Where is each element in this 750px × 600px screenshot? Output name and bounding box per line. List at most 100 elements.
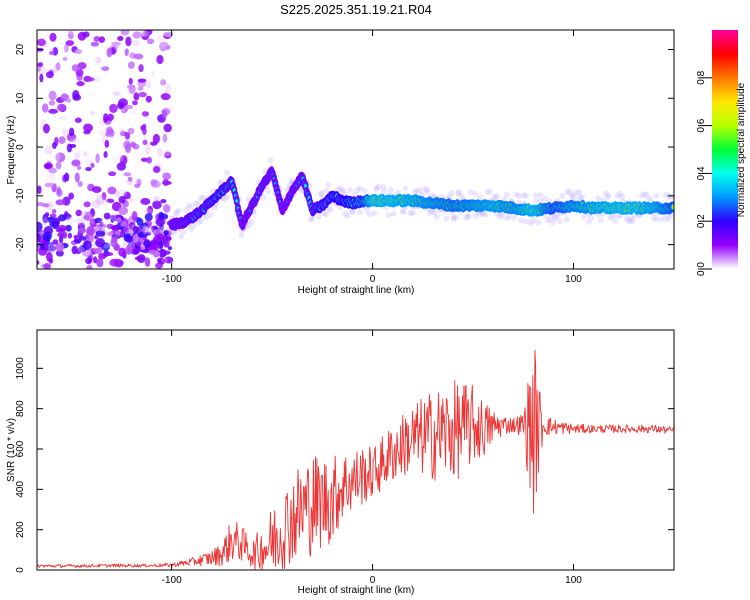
heatmap-cell: [412, 188, 419, 195]
heatmap-cell: [494, 193, 501, 200]
heatmap-cell: [156, 34, 165, 44]
heatmap-cell: [123, 172, 132, 177]
heatmap-cell: [202, 214, 209, 221]
heatmap-cell: [578, 194, 585, 201]
heatmap-cell: [107, 113, 114, 121]
heatmap-cell: [111, 41, 121, 46]
heatmap-cell: [118, 206, 128, 215]
heatmap-cell: [245, 221, 252, 228]
heatmap-cell: [75, 209, 82, 217]
heatmap-cell: [260, 194, 267, 201]
heatmap-cell: [77, 246, 85, 252]
heatmap-cell: [99, 221, 104, 228]
heatmap-cell: [612, 218, 619, 225]
heatmap-cell: [267, 157, 274, 164]
heatmap-cell: [113, 191, 120, 200]
heatmap-cell: [477, 194, 484, 201]
heatmap-cell: [122, 227, 128, 233]
heatmap-cell: [607, 214, 614, 221]
heatmap-cell: [95, 194, 105, 205]
heatmap-cell: [571, 193, 578, 200]
heatmap-cell: [371, 210, 378, 217]
heatmap-cell: [68, 127, 75, 137]
heatmap-cell: [76, 217, 86, 227]
heatmap-cell: [103, 212, 111, 220]
heatmap-cell: [166, 87, 175, 96]
heatmap-cell: [77, 227, 86, 234]
colorbar-bar: [712, 30, 738, 269]
heatmap-cell: [342, 210, 349, 217]
heatmap-cell: [137, 78, 147, 83]
heatmap-cell: [445, 193, 452, 200]
heatmap-cell: [380, 188, 387, 195]
heatmap-cell: [134, 256, 145, 261]
heatmap-cell: [190, 222, 197, 229]
heatmap-cell: [73, 238, 82, 244]
heatmap-cell: [123, 104, 134, 110]
heatmap-cell: [133, 92, 140, 101]
heatmap-cell: [108, 171, 117, 177]
heatmap-cell: [74, 172, 80, 183]
heatmap-cell: [40, 243, 46, 250]
heatmap-cell: [455, 188, 462, 195]
snr-x-tick-label: 0: [370, 575, 376, 586]
heatmap-cell: [127, 127, 135, 135]
heatmap-cell: [137, 231, 147, 238]
heatmap-cell: [61, 231, 68, 239]
heatmap-cell: [58, 115, 68, 121]
heatmap-cell: [48, 90, 57, 101]
heatmap-cell: [431, 209, 438, 216]
heatmap-cell: [130, 141, 136, 148]
heatmap-cell: [424, 188, 431, 195]
heatmap-cell: [124, 48, 129, 57]
heatmap-cell: [559, 193, 566, 200]
heatmap-cell: [315, 213, 322, 220]
heatmap-cell: [94, 247, 103, 255]
heatmap-cell: [83, 150, 88, 157]
heatmap-cell: [195, 200, 202, 207]
heatmap-cell: [46, 30, 51, 38]
heatmap-cell: [566, 188, 573, 195]
heatmap-cell: [93, 256, 98, 264]
heatmap-cell: [119, 128, 125, 137]
heatmap-cell: [629, 215, 636, 222]
heatmap-cell: [142, 134, 150, 140]
spectrogram-heatmap: [37, 30, 674, 269]
heatmap-cell: [448, 190, 455, 197]
heatmap-cell: [156, 54, 164, 65]
heatmap-cell: [93, 100, 102, 110]
heatmap-cell: [624, 217, 631, 224]
heatmap-cell: [72, 55, 81, 62]
heatmap-cell: [153, 195, 160, 203]
heatmap-cell: [187, 226, 194, 233]
heatmap-cell: [97, 136, 105, 146]
heatmap-cell: [78, 236, 87, 241]
heatmap-cell: [124, 131, 131, 140]
heatmap-cell: [66, 132, 77, 142]
heatmap-cell: [37, 260, 40, 265]
heatmap-cell: [400, 208, 407, 215]
heatmap-cell: [552, 215, 559, 222]
heatmap-cell: [101, 192, 107, 201]
spectrogram-x-label: Height of straight line (km): [298, 285, 415, 296]
heatmap-cell: [37, 221, 43, 232]
snr-frame: [36, 329, 675, 571]
heatmap-cell: [638, 192, 645, 199]
heatmap-cell: [491, 195, 498, 202]
heatmap-cell: [134, 183, 141, 188]
heatmap-cell: [47, 243, 58, 254]
heatmap-cell: [216, 179, 223, 186]
spectrogram-y-tick-label: -20: [15, 237, 26, 252]
heatmap-cell: [77, 62, 87, 70]
heatmap-cell: [84, 159, 94, 164]
heatmap-cell: [95, 153, 100, 164]
heatmap-cell: [52, 217, 61, 227]
heatmap-cell: [322, 187, 329, 194]
heatmap-cell: [665, 216, 672, 223]
heatmap-cell: [424, 186, 431, 193]
heatmap-cell: [102, 243, 111, 249]
heatmap-cell: [477, 211, 484, 218]
heatmap-cell: [467, 189, 474, 196]
heatmap-cell: [42, 217, 48, 226]
heatmap-cell: [443, 215, 450, 222]
